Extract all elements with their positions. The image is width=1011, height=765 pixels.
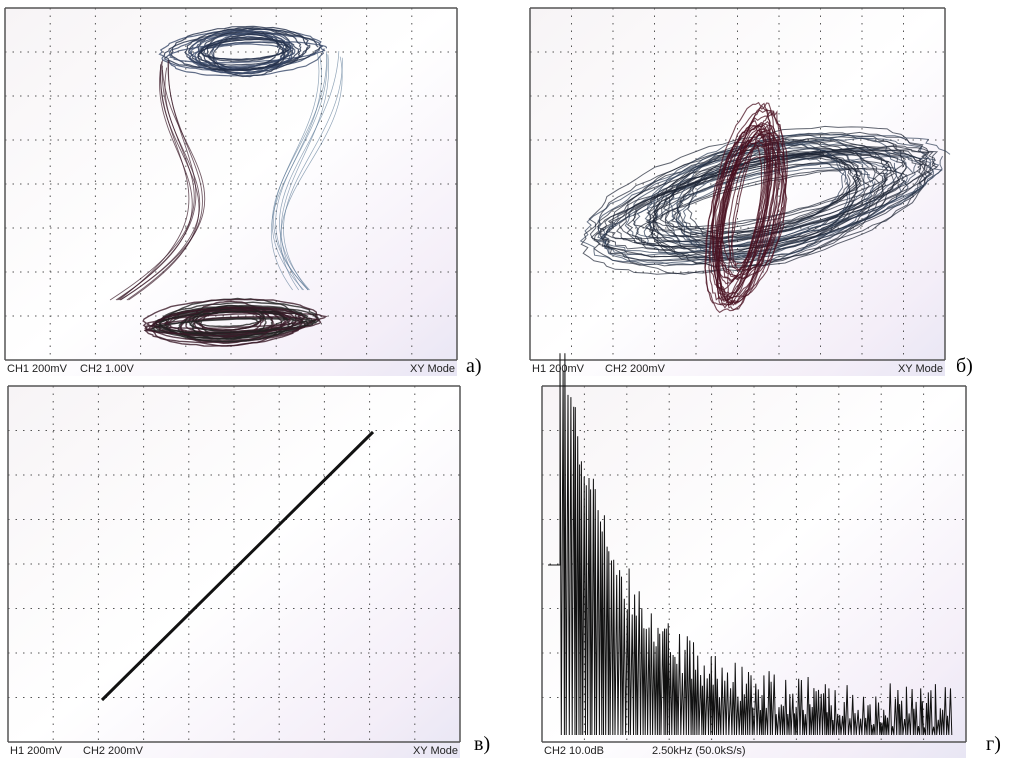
trace	[154, 301, 319, 338]
trace	[643, 161, 906, 258]
trace	[281, 54, 330, 291]
trace	[664, 143, 858, 264]
panel-label: в)	[474, 733, 490, 755]
trace	[719, 124, 779, 306]
trace	[115, 61, 193, 301]
trace	[579, 137, 934, 265]
trace	[187, 30, 296, 74]
trace	[634, 167, 907, 248]
trace	[548, 353, 953, 736]
status-left: H1 200mV	[10, 745, 63, 757]
status-left: CH2 10.0dB	[544, 745, 604, 757]
trace	[283, 57, 343, 291]
trace	[279, 51, 340, 291]
status-left: CH1 200mV	[7, 363, 68, 375]
oscilloscope-panel: CH1 200mV CH2 1.00V XY Mode а)	[4, 7, 482, 377]
trace	[704, 101, 772, 306]
trace	[152, 306, 306, 337]
trace	[100, 430, 375, 702]
trace	[676, 154, 856, 235]
trace	[727, 109, 780, 311]
panel-label: а)	[466, 355, 482, 377]
trace	[119, 67, 201, 301]
trace	[632, 149, 906, 231]
trace	[184, 27, 302, 72]
trace	[711, 109, 785, 299]
trace	[271, 51, 327, 291]
status-mid: CH2 200mV	[83, 745, 144, 757]
trace	[709, 140, 763, 291]
trace	[117, 60, 197, 301]
trace	[200, 36, 288, 62]
status-mid: 2.50kHz (50.0kS/s)	[652, 745, 746, 757]
trace	[714, 139, 770, 300]
status-right: XY Mode	[410, 363, 455, 375]
trace	[731, 134, 774, 272]
trace	[597, 134, 951, 254]
oscilloscope-panel: CH2 10.0dB 2.50kHz (50.0kS/s) г)	[541, 353, 1001, 758]
status-right: XY Mode	[898, 363, 943, 375]
trace	[206, 30, 281, 69]
trace	[109, 65, 195, 301]
status-mid: CH2 1.00V	[80, 363, 134, 375]
panel-label: б)	[956, 355, 973, 377]
status-left: H1 200mV	[532, 363, 585, 375]
trace	[212, 33, 285, 78]
panel-label: г)	[986, 733, 1001, 755]
trace	[626, 150, 900, 254]
trace	[599, 145, 938, 251]
trace	[202, 38, 290, 61]
trace	[715, 132, 788, 299]
trace	[118, 64, 190, 301]
trace	[142, 298, 318, 342]
trace	[179, 306, 275, 345]
trace	[712, 125, 777, 282]
status-right: XY Mode	[413, 745, 458, 757]
trace	[653, 134, 869, 250]
trace	[275, 56, 322, 291]
trace	[120, 69, 206, 301]
trace	[168, 41, 327, 64]
trace	[644, 160, 894, 238]
trace	[154, 310, 311, 334]
status-mid: CH2 200mV	[605, 363, 666, 375]
trace	[197, 310, 262, 331]
oscilloscope-panel: H1 200mV CH2 200mV XY Mode б)	[529, 7, 973, 377]
oscilloscope-panel: H1 200mV CH2 200mV XY Mode в)	[7, 385, 490, 758]
screen	[8, 386, 460, 758]
trace	[675, 147, 875, 259]
trace	[163, 33, 326, 77]
trace	[650, 140, 889, 255]
